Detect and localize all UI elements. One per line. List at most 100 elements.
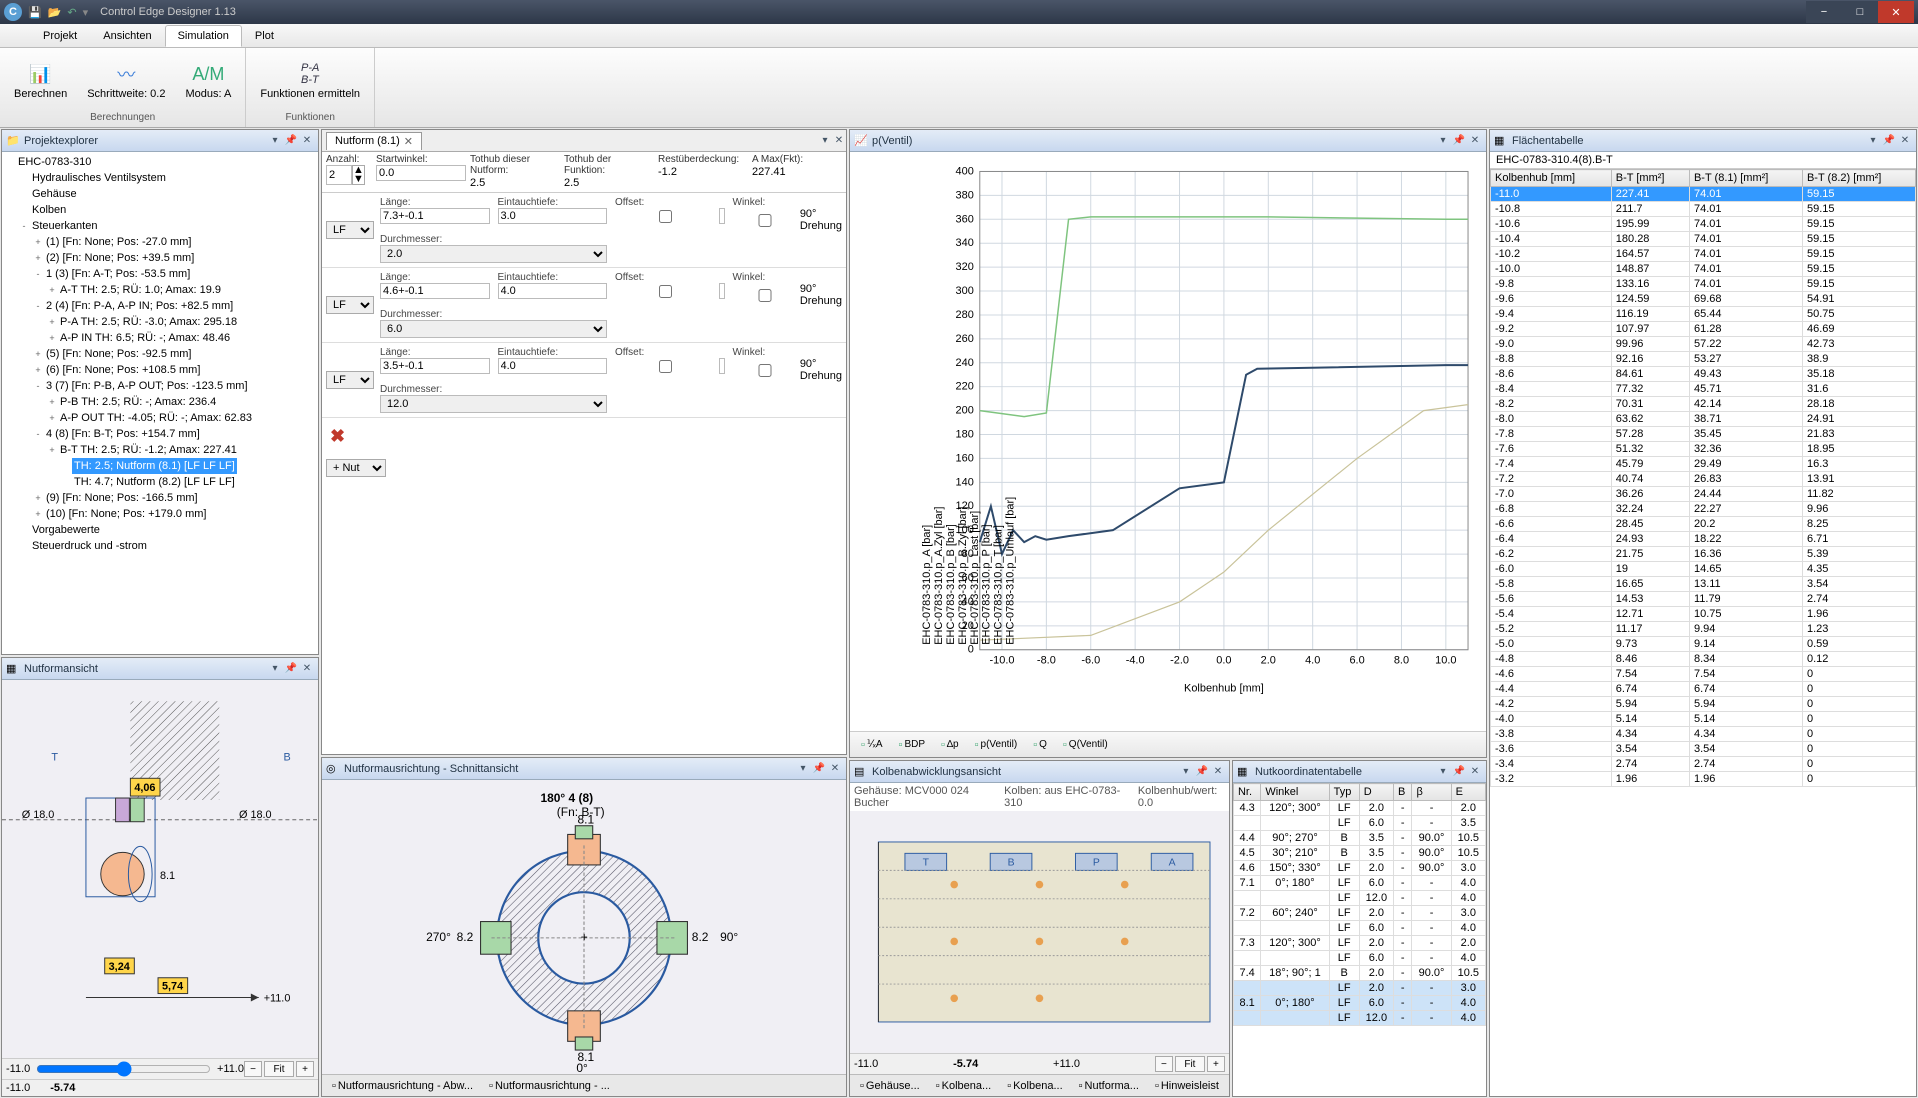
project-tree[interactable]: EHC-0783-310Hydraulisches VentilsystemGe… (2, 152, 318, 654)
panel-menu-icon[interactable]: ▾ (268, 662, 282, 676)
tree-node[interactable]: +(6) [Fn: None; Pos: +108.5 mm] (4, 362, 316, 378)
add-nut-select[interactable]: + Nut (326, 459, 386, 477)
table-row[interactable]: -6.832.2422.279.96 (1491, 502, 1916, 517)
table-row[interactable]: -8.063.6238.7124.91 (1491, 412, 1916, 427)
winkel-checkbox[interactable] (733, 364, 797, 377)
table-row[interactable]: -9.6124.5969.6854.91 (1491, 292, 1916, 307)
table-row[interactable]: 4.490°; 270°B3.5-90.0°10.5 (1233, 831, 1485, 846)
ribbon-tab-simulation[interactable]: Simulation (165, 25, 242, 47)
tree-node[interactable]: +A-P IN TH: 6.5; RÜ: -; Amax: 48.46 (4, 330, 316, 346)
panel-close-icon[interactable]: ✕ (1468, 765, 1482, 779)
startwinkel-input[interactable] (376, 165, 466, 181)
laenge-input[interactable] (380, 358, 490, 374)
tree-node[interactable]: Kolben (4, 202, 316, 218)
winkel-checkbox[interactable] (733, 214, 797, 227)
table-row[interactable]: LF6.0--4.0 (1233, 921, 1485, 936)
table-row[interactable]: -7.445.7929.4916.3 (1491, 457, 1916, 472)
tree-node[interactable]: +(1) [Fn: None; Pos: -27.0 mm] (4, 234, 316, 250)
zoom-in-button[interactable]: + (296, 1061, 314, 1077)
chart-footer-button[interactable]: ▫BDP (894, 737, 930, 753)
offset-input[interactable] (719, 208, 725, 224)
panel-close-icon[interactable]: ✕ (300, 662, 314, 676)
panel-pin-icon[interactable]: 📌 (1195, 765, 1209, 779)
panel-menu-icon[interactable]: ▾ (796, 762, 810, 776)
table-row[interactable]: -6.221.7516.365.39 (1491, 547, 1916, 562)
table-row[interactable]: -6.01914.654.35 (1491, 562, 1916, 577)
table-row[interactable]: -6.628.4520.28.25 (1491, 517, 1916, 532)
table-row[interactable]: -4.05.145.140 (1491, 712, 1916, 727)
eintauchtiefe-input[interactable] (498, 283, 608, 299)
panel-close-icon[interactable]: ✕ (300, 134, 314, 148)
chart-footer-button[interactable]: ▫∆p (936, 737, 964, 753)
tree-node[interactable]: -4 (8) [Fn: B-T; Pos: +154.7 mm] (4, 426, 316, 442)
tree-node[interactable]: +(5) [Fn: None; Pos: -92.5 mm] (4, 346, 316, 362)
tree-node[interactable]: +A-T TH: 2.5; RÜ: 1.0; Amax: 19.9 (4, 282, 316, 298)
table-row[interactable]: 7.418°; 90°; 1B2.0-90.0°10.5 (1233, 966, 1485, 981)
table-row[interactable]: -3.63.543.540 (1491, 742, 1916, 757)
undo-icon[interactable]: ↶ (67, 6, 76, 19)
panel-pin-icon[interactable]: 📌 (1452, 765, 1466, 779)
table-row[interactable]: -5.09.739.140.59 (1491, 637, 1916, 652)
table-row[interactable]: -3.42.742.740 (1491, 757, 1916, 772)
table-row[interactable]: -10.2164.5774.0159.15 (1491, 247, 1916, 262)
panel-menu-icon[interactable]: ▾ (1866, 134, 1880, 148)
funktionen-button[interactable]: P-A B-TFunktionen ermitteln (254, 60, 366, 102)
bottom-tab[interactable]: ▫Nutforma... (1073, 1079, 1145, 1093)
panel-menu-icon[interactable]: ▾ (268, 134, 282, 148)
zoom-out-button[interactable]: − (244, 1061, 262, 1077)
laenge-input[interactable] (380, 208, 490, 224)
durchmesser-select[interactable]: 2.0 (380, 245, 607, 263)
chart-footer-button[interactable]: ▫Q (1028, 737, 1052, 753)
kolbenab-sketch[interactable]: TBPA (850, 811, 1229, 1053)
panel-close-icon[interactable]: ✕ (832, 134, 846, 148)
winkel-checkbox[interactable] (733, 289, 797, 302)
schrittweite-button[interactable]: 〰Schrittweite: 0.2 (81, 60, 171, 102)
table-row[interactable]: -4.67.547.540 (1491, 667, 1916, 682)
table-row[interactable]: -5.412.7110.751.96 (1491, 607, 1916, 622)
tree-node[interactable]: +B-T TH: 2.5; RÜ: -1.2; Amax: 227.41 (4, 442, 316, 458)
fit-button[interactable]: Fit (1175, 1056, 1205, 1072)
delete-icon[interactable]: ✖ (326, 422, 349, 451)
anzahl-input[interactable] (326, 165, 352, 185)
table-row[interactable]: -7.857.2835.4521.83 (1491, 427, 1916, 442)
table-row[interactable]: -10.4180.2874.0159.15 (1491, 232, 1916, 247)
panel-menu-icon[interactable]: ▾ (818, 134, 832, 148)
panel-menu-icon[interactable]: ▾ (1436, 134, 1450, 148)
slot-type-select[interactable]: LF (326, 296, 374, 314)
table-row[interactable]: -11.0227.4174.0159.15 (1491, 187, 1916, 202)
table-row[interactable]: -9.2107.9761.2846.69 (1491, 322, 1916, 337)
table-row[interactable]: -10.6195.9974.0159.15 (1491, 217, 1916, 232)
nutform-tab[interactable]: Nutform (8.1) ✕ (326, 132, 422, 150)
eintauchtiefe-input[interactable] (498, 208, 608, 224)
table-row[interactable]: -7.651.3232.3618.95 (1491, 442, 1916, 457)
chart-area[interactable]: 0204060801001201401601802002202402602803… (850, 152, 1486, 731)
berechnen-button[interactable]: 📊Berechnen (8, 60, 73, 102)
tree-node[interactable]: Vorgabewerte (4, 522, 316, 538)
bottom-tab[interactable]: ▫Hinweisleist (1149, 1079, 1225, 1093)
tree-node[interactable]: +P-A TH: 2.5; RÜ: -3.0; Amax: 295.18 (4, 314, 316, 330)
bottom-tab[interactable]: ▫Kolbena... (1001, 1079, 1068, 1093)
panel-close-icon[interactable]: ✕ (1468, 134, 1482, 148)
tree-node[interactable]: Gehäuse (4, 186, 316, 202)
table-row[interactable]: LF2.0--3.0 (1233, 981, 1485, 996)
tree-node[interactable]: EHC-0783-310 (4, 154, 316, 170)
tree-node[interactable]: Steuerdruck und -strom (4, 538, 316, 554)
table-row[interactable]: 4.6150°; 330°LF2.0-90.0°3.0 (1233, 861, 1485, 876)
nutform-sketch[interactable]: T B 4,06 Ø 18.0 Ø 18.0 8.1 (2, 680, 318, 1058)
table-row[interactable]: LF6.0--3.5 (1233, 816, 1485, 831)
table-row[interactable]: -5.211.179.941.23 (1491, 622, 1916, 637)
tree-node[interactable]: -1 (3) [Fn: A-T; Pos: -53.5 mm] (4, 266, 316, 282)
tree-node[interactable]: TH: 2.5; Nutform (8.1) [LF LF LF] (4, 458, 316, 474)
table-row[interactable]: -9.099.9657.2242.73 (1491, 337, 1916, 352)
tree-node[interactable]: TH: 4.7; Nutform (8.2) [LF LF LF] (4, 474, 316, 490)
panel-pin-icon[interactable]: 📌 (812, 762, 826, 776)
tree-node[interactable]: +A-P OUT TH: -4.05; RÜ: -; Amax: 62.83 (4, 410, 316, 426)
chart-footer-button[interactable]: ▫p(Ventil) (970, 737, 1023, 753)
offset-checkbox[interactable] (615, 285, 716, 298)
table-row[interactable]: LF12.0--4.0 (1233, 1011, 1485, 1026)
dropdown-icon[interactable]: ▾ (83, 6, 89, 19)
open-icon[interactable]: 📂 (48, 6, 62, 19)
table-row[interactable]: -10.8211.774.0159.15 (1491, 202, 1916, 217)
offset-input[interactable] (719, 358, 725, 374)
durchmesser-select[interactable]: 6.0 (380, 320, 607, 338)
